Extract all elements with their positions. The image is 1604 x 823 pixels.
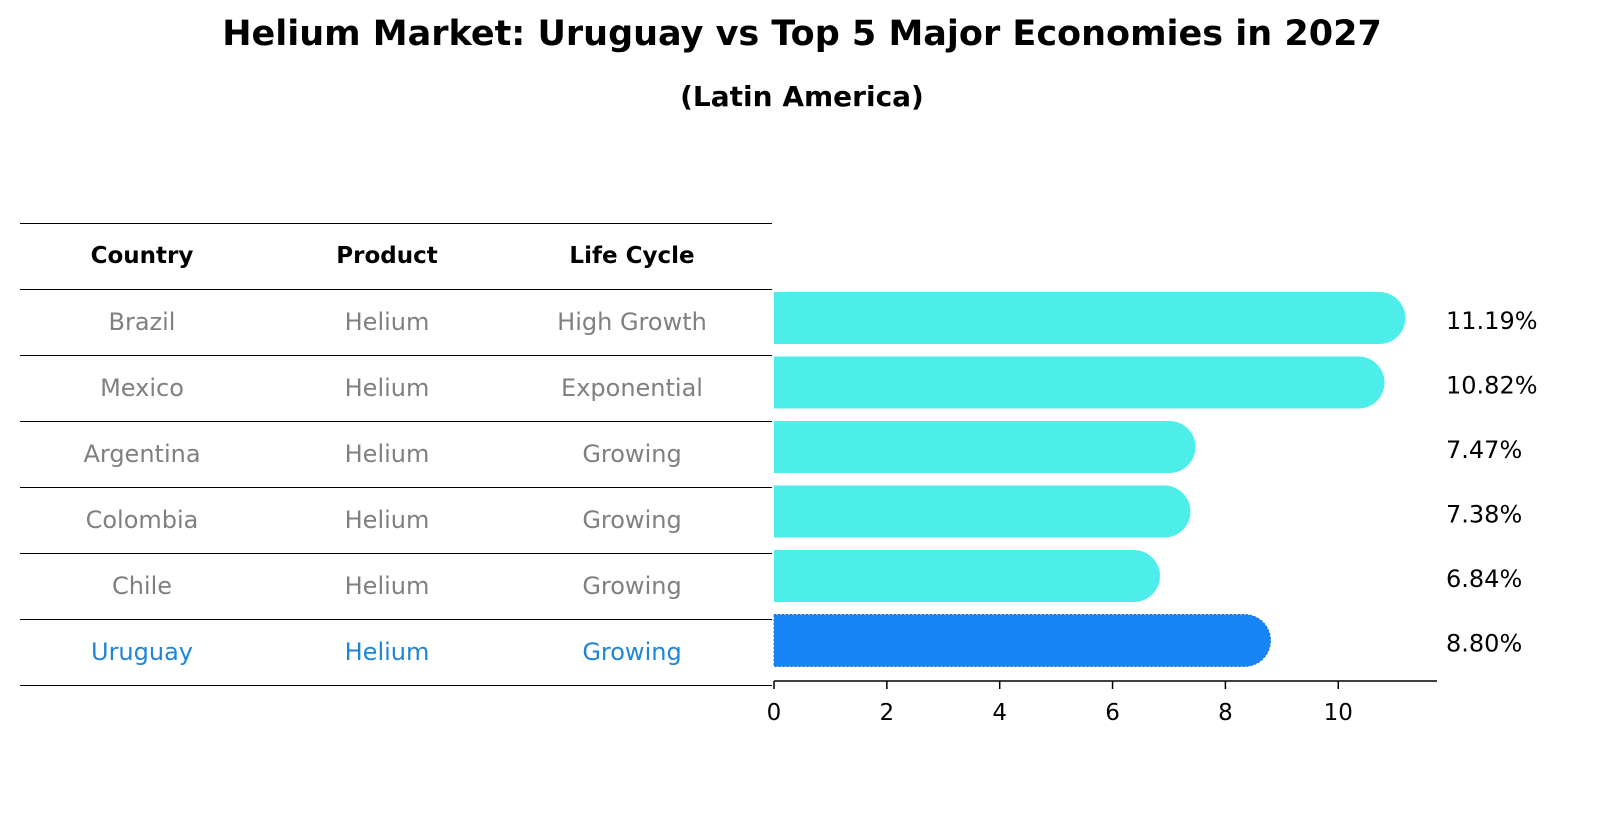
bars-layer [773,292,1406,667]
table-cell-product: Helium [344,572,430,600]
table-rule [20,685,772,686]
bar-argentina [774,421,1196,473]
table-rule [20,289,772,290]
x-tick-label: 8 [1218,700,1233,726]
table-cell-country: Colombia [85,506,199,534]
table-rule [20,223,772,224]
value-label: 10.82% [1446,372,1538,400]
x-tick-label: 6 [1105,700,1120,726]
table-rule [20,355,772,356]
chart-title: Helium Market: Uruguay vs Top 5 Major Ec… [222,14,1382,54]
table-rule [20,487,772,488]
bar-mexico [774,356,1385,409]
x-tick-label: 0 [767,700,782,726]
table-cell-life-cycle: Growing [582,572,682,600]
table-cell-product: Helium [344,506,430,534]
chart-subtitle: (Latin America) [680,80,924,113]
value-labels-layer: 11.19% 10.82% 7.47% 7.38% 6.84% 8.80% [1446,307,1538,658]
table-cell-country: Mexico [100,374,184,402]
bar-uruguay [773,614,1272,667]
bar-chile [774,550,1160,602]
table-cell-country: Uruguay [91,638,193,666]
value-label: 7.47% [1446,436,1522,464]
value-label: 8.80% [1446,630,1522,658]
table-cell-life-cycle: Growing [582,506,682,534]
table-cell-country: Chile [111,572,173,600]
bar-brazil [774,292,1406,344]
table-cell-product: Helium [344,308,430,336]
table-rule [20,553,772,554]
table-cell-country: Brazil [108,308,176,336]
table-cell-product: Helium [344,374,430,402]
table-rule [20,421,772,422]
table-cell-product: Helium [344,638,430,666]
x-tick-label: 2 [880,700,895,726]
table-cell-country: Argentina [83,440,201,468]
table-cell-life-cycle: Growing [582,440,682,468]
table-header-country: Country [90,243,194,269]
x-tick-label: 10 [1324,700,1353,726]
value-label: 7.38% [1446,501,1522,529]
table-cell-product: Helium [344,440,430,468]
table-cell-life-cycle: High Growth [557,308,707,336]
value-label: 6.84% [1446,565,1522,593]
table-header-life-cycle: Life Cycle [569,243,695,269]
table-cell-life-cycle: Growing [582,638,682,666]
table-header-product: Product [336,243,438,269]
bar-colombia [774,485,1191,538]
x-axis: 0 2 4 6 8 10 [767,680,1437,726]
value-label: 11.19% [1446,307,1538,335]
table-cell-life-cycle: Exponential [561,374,703,402]
table-rule [20,619,772,620]
x-tick-label: 4 [992,700,1007,726]
